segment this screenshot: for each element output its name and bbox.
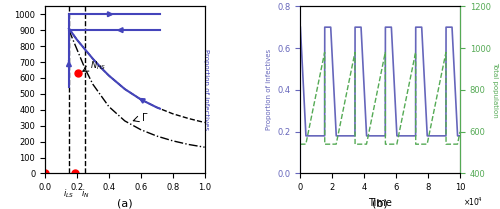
Text: $\times\!10^4$: $\times\!10^4$ — [463, 195, 483, 208]
Y-axis label: Proportion of infectives: Proportion of infectives — [203, 49, 209, 130]
Text: (a): (a) — [117, 199, 132, 209]
Text: $N_{HS}$: $N_{HS}$ — [90, 59, 106, 72]
Y-axis label: Proportion of infectives: Proportion of infectives — [266, 49, 272, 130]
Text: $i_{LS}$: $i_{LS}$ — [64, 188, 74, 200]
X-axis label: Time: Time — [368, 198, 392, 208]
Y-axis label: Total population: Total population — [492, 62, 498, 118]
Text: $i_N$: $i_N$ — [80, 188, 89, 200]
Text: (b): (b) — [372, 199, 388, 209]
Text: $\Gamma$: $\Gamma$ — [141, 111, 148, 123]
